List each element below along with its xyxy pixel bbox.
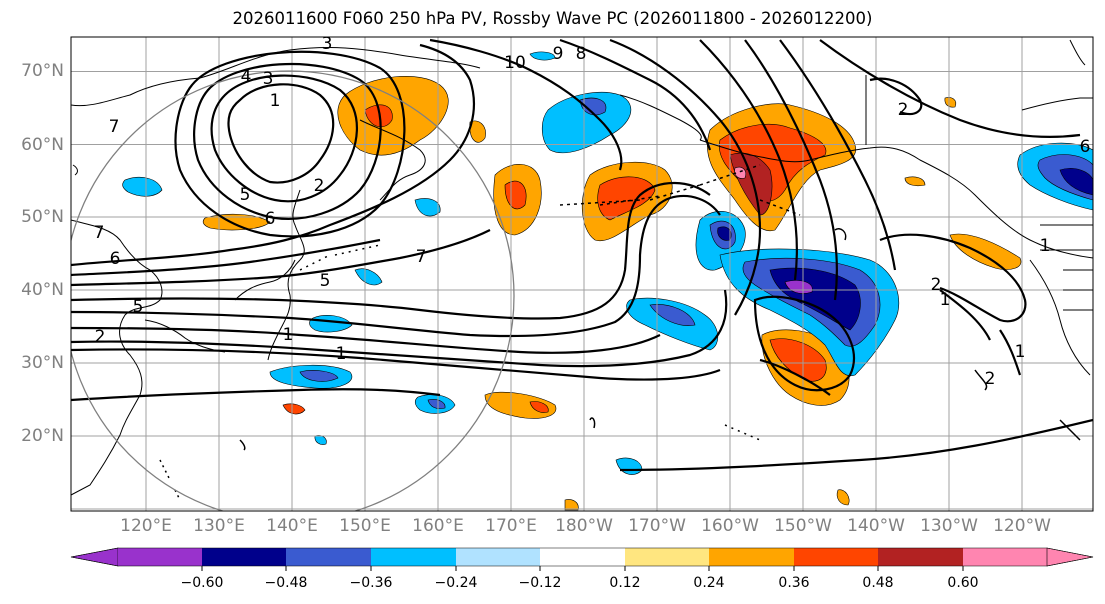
contour-label: 6 [265, 209, 276, 229]
colorbar-tick-label: −0.12 [518, 575, 562, 591]
contour-label: 5 [320, 271, 331, 291]
contour-label: 5 [240, 185, 251, 205]
lon-label: 120°W [993, 516, 1051, 536]
colorbar-segment [625, 548, 709, 566]
colorbar-tick-label: −0.60 [180, 575, 224, 591]
contour-label: 2 [898, 100, 909, 120]
contour-label: 8 [576, 44, 587, 64]
distance-circle [71, 70, 515, 511]
pv-contours [71, 38, 1093, 472]
contour-label: 2 [931, 275, 942, 295]
lon-label: 160°E [412, 516, 464, 536]
coastlines [71, 39, 1093, 496]
colorbar-segment [286, 548, 371, 566]
colorbar-extend-high [1046, 547, 1094, 567]
lon-label: 160°W [701, 516, 759, 536]
contour-label: 7 [416, 247, 427, 267]
contour-label: 3 [263, 69, 274, 89]
contour-label: 1 [336, 344, 347, 364]
contour-label: 1 [1040, 236, 1051, 256]
lat-label: 30°N [21, 353, 64, 373]
contour-label: 2 [985, 369, 996, 389]
colorbar-tick-label: 0.48 [862, 575, 894, 591]
colorbar-segment [878, 548, 963, 566]
contour-label: 1 [1015, 342, 1026, 362]
colorbar-segment [540, 548, 625, 566]
map-frame [70, 36, 1094, 512]
lat-label: 40°N [21, 280, 64, 300]
contour-label: 6 [1080, 137, 1091, 157]
lon-label: 140°E [266, 516, 318, 536]
colorbar-segment [371, 548, 456, 566]
contour-label: 1 [283, 325, 294, 345]
colorbar-segment [709, 548, 794, 566]
contour-label: 7 [94, 223, 105, 243]
islands [159, 164, 1081, 501]
colorbar-extend-low [70, 547, 119, 567]
lon-label: 170°E [485, 516, 537, 536]
lon-label: 170°W [628, 516, 686, 536]
contour-label: 9 [553, 44, 564, 64]
contour-label: 3 [322, 34, 333, 54]
lon-label: 150°W [774, 516, 832, 536]
colorbar-tick-label: −0.36 [349, 575, 393, 591]
lon-label: 140°W [847, 516, 905, 536]
colorbar-segment [963, 548, 1047, 566]
colorbar-segment [794, 548, 878, 566]
lon-label: 130°W [920, 516, 978, 536]
lon-label: 120°E [120, 516, 172, 536]
colorbar-tick-label: −0.24 [434, 575, 478, 591]
colorbar-tick-label: 0.60 [947, 575, 979, 591]
lon-label: 130°E [193, 516, 245, 536]
contour-label: 7 [109, 117, 120, 137]
contour-label: 6 [110, 249, 121, 269]
colorbar-tick-label: 0.12 [609, 575, 641, 591]
contour-label: 4 [241, 67, 252, 87]
colorbar-tick-label: 0.24 [693, 575, 725, 591]
lon-label: 150°E [339, 516, 391, 536]
colorbar-segment [456, 548, 540, 566]
contour-label: 1 [940, 290, 951, 310]
lon-label: 180°W [555, 516, 613, 536]
map-title: 2026011600 F060 250 hPa PV, Rossby Wave … [232, 9, 873, 28]
colorbar-tick-label: 0.36 [778, 575, 810, 591]
contour-label: 2 [95, 327, 106, 347]
colorbar [70, 547, 1094, 571]
colorbar-segment [202, 548, 286, 566]
contour-label: 5 [133, 297, 144, 317]
lat-label: 70°N [21, 61, 64, 81]
contour-label: 10 [504, 53, 526, 73]
contour-label: 2 [314, 176, 325, 196]
lat-label: 20°N [21, 426, 64, 446]
contour-label: 1 [270, 91, 281, 111]
lat-label: 50°N [21, 207, 64, 227]
colorbar-tick-label: −0.48 [264, 575, 308, 591]
lat-label: 60°N [21, 135, 64, 155]
colorbar-segment [118, 548, 202, 566]
